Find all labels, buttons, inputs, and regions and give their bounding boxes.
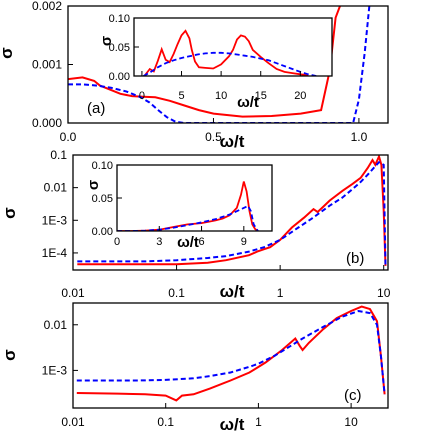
panel-b-y-tick-label: 1E-3 [42,213,68,227]
panel-a-inset-x-tick-label: 10 [215,90,227,102]
panel-b-inset-x-tick-label: 3 [156,236,162,248]
panel-a-x-tick-label: 0.0 [60,130,77,144]
panel-b-inset-series-dashed-line [117,204,259,231]
panel-a-x-tick-label: 0.5 [205,130,222,144]
panel-b-x-tick-label: 0.1 [168,286,185,300]
panel-c-x-tick-label: 1 [255,415,262,429]
panel-a-y-axis-label: σ [0,47,16,59]
panel-b-y-axis-label: σ [0,207,19,219]
panel-b-series-solid-line [77,155,387,266]
panel-c: 0.01 0.1 1 10 1E-3 0.01 ω/t σ (c) [0,302,389,434]
panel-a-y-tick-label: 0.001 [32,58,62,72]
panel-a-inset-x-tick-label: 5 [178,90,184,102]
panel-a-inset-y-tick-label: 0.10 [109,13,130,25]
panel-b-x-tick-label: 0.01 [61,286,85,300]
panel-c-x-tick-label: 0.01 [61,415,85,429]
panel-b-frame [72,154,389,271]
panel-a-inset-series-solid-line [143,29,309,76]
panel-c-y-axis-label: σ [0,349,19,361]
panel-c-series-solid-line [76,305,386,402]
panel-c-label: (c) [344,387,362,404]
panel-b-series-dashed-line [77,160,387,266]
panel-b-x-tick-label: 1 [277,286,284,300]
panel-b-inset-y-tick-label: 0.00 [92,226,113,238]
panel-b-inset-x-tick-label: 9 [241,236,247,248]
panel-b-y-tick-label: 1E-4 [42,246,68,260]
panel-a-inset-x-tick-label: 20 [294,90,306,102]
panel-c-series-dashed-line [76,309,386,395]
panel-a-y-tick-label: 0.000 [32,116,62,130]
panel-b-x-tick-label: 10 [377,286,391,300]
panel-b-inset-x-tick-label: 0 [114,236,120,248]
panel-a-inset-y-axis-label: σ [98,36,115,46]
panel-c-x-tick-label: 10 [344,415,358,429]
panel-b-inset: 0 3 6 9 0.00 0.05 0.10 ω/t σ [85,160,273,251]
panel-b-inset-y-tick-label: 0.10 [92,160,113,172]
panel-c-y-tick-label: 0.01 [44,318,68,332]
panel-a-inset-x-tick-label: 0 [139,90,145,102]
panel-a-inset: 0 5 10 15 20 0.00 0.05 0.10 ω/t σ [98,13,333,111]
panel-a-y-tick-label: 0.002 [32,0,62,13]
panel-a: 0.00.51.00.0000.0010.002ω/tσ(a)051015200… [0,0,389,151]
panel-a-x-axis-label: ω/t [220,132,245,151]
panel-a-inset-series-dashed-line [143,51,317,76]
panel-c-frame [72,302,389,409]
panel-c-y-tick-label: 1E-3 [42,363,68,377]
panel-b-label: (b) [346,250,364,267]
panel-b: 0.01 0.1 1 10 1E-4 1E-3 0.01 0.1 ω/t σ (b) 0 3 6 9 0.00… [0,148,391,301]
panel-b-inset-y-tick-label: 0.05 [92,193,113,205]
panel-a-inset-y-tick-label: 0.05 [109,42,130,54]
panel-a-inset-y-tick-label: 0.00 [109,71,130,83]
panel-a-inset-x-axis-label: ω/t [237,94,259,111]
panel-b-inset-x-tick-label: 6 [198,236,204,248]
panel-b-y-tick-label: 0.1 [50,148,67,162]
panel-a-label: (a) [87,100,105,117]
panel-c-x-axis-label: ω/t [220,415,245,434]
panel-a-inset-x-tick-label: 15 [255,90,267,102]
panel-c-x-tick-label: 0.1 [157,415,174,429]
panel-b-inset-y-axis-label: σ [85,180,102,190]
panel-b-y-tick-label: 0.01 [44,181,68,195]
panel-a-x-tick-label: 1.0 [351,130,368,144]
panel-a-series-dashed-line [68,6,371,123]
panel-b-inset-x-axis-label: ω/t [177,234,199,251]
panel-b-x-axis-label: ω/t [220,282,245,301]
